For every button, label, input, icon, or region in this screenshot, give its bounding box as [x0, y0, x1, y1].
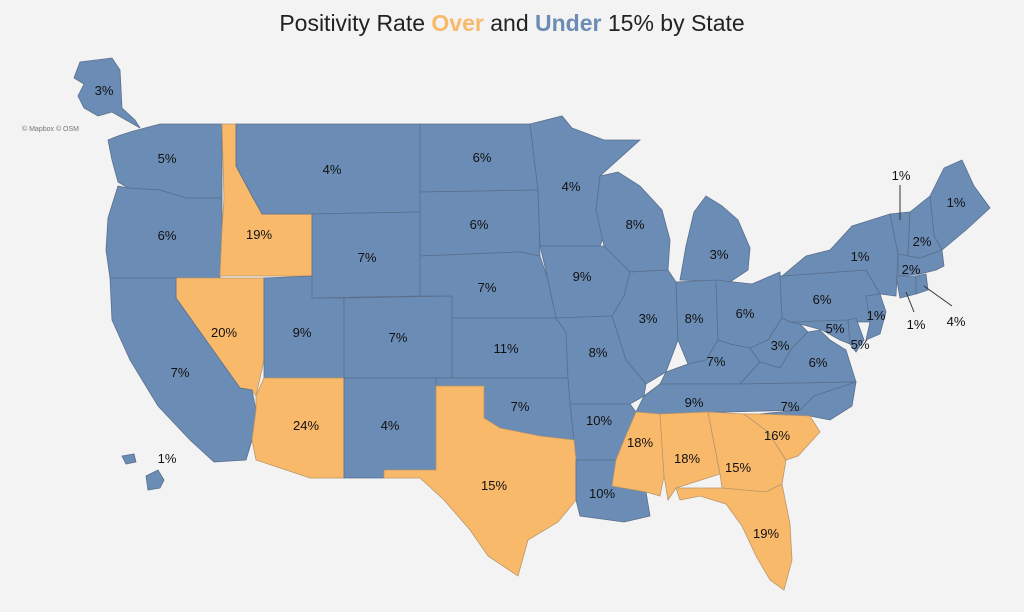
label-DE: 5% — [851, 337, 870, 352]
label-ID: 19% — [246, 227, 272, 242]
label-MO: 8% — [589, 345, 608, 360]
label-MN: 4% — [562, 179, 581, 194]
leader-lines — [899, 185, 953, 313]
label-OR: 6% — [158, 228, 177, 243]
state-HI[interactable] — [145, 469, 165, 491]
label-NY: 1% — [851, 249, 870, 264]
label-MA: 2% — [902, 262, 921, 277]
title-over: Over — [431, 10, 484, 36]
state-IL[interactable] — [611, 269, 679, 385]
label-LA: 10% — [589, 486, 615, 501]
label-MD: 5% — [826, 321, 845, 336]
label-WY: 7% — [358, 250, 377, 265]
state-TX[interactable] — [383, 385, 577, 577]
state-AK[interactable] — [73, 57, 141, 129]
label-NV: 20% — [211, 325, 237, 340]
label-ME: 1% — [947, 195, 966, 210]
label-AZ: 24% — [293, 418, 319, 433]
label-NH: 2% — [913, 234, 932, 249]
label-AR: 10% — [586, 413, 612, 428]
state-RI[interactable] — [915, 273, 929, 295]
label-OH: 6% — [736, 306, 755, 321]
title-under: Under — [535, 10, 602, 36]
label-TX: 15% — [481, 478, 507, 493]
title-prefix: Positivity Rate — [279, 10, 432, 36]
label-MI: 3% — [710, 247, 729, 262]
state-FL[interactable] — [675, 483, 793, 591]
label-KS: 11% — [493, 341, 518, 356]
state-CT[interactable] — [895, 275, 917, 299]
label-HI: 1% — [158, 451, 177, 466]
label-NC: 7% — [781, 399, 800, 414]
label-VA: 6% — [809, 355, 828, 370]
label-CA: 7% — [171, 365, 190, 380]
label-NM: 4% — [381, 418, 400, 433]
state-SC[interactable] — [742, 413, 821, 461]
state-DE[interactable] — [847, 317, 865, 353]
label-AK: 3% — [95, 83, 114, 98]
leader-CT — [905, 291, 915, 313]
label-IL: 3% — [639, 311, 658, 326]
label-WA: 5% — [158, 151, 177, 166]
label-CT: 1% — [907, 317, 926, 332]
state-CA[interactable] — [109, 277, 257, 463]
label-VT: 1% — [892, 168, 911, 183]
state-HI-island[interactable] — [121, 453, 137, 465]
label-SC: 16% — [764, 428, 790, 443]
label-MS: 18% — [627, 435, 653, 450]
label-IN: 8% — [685, 311, 704, 326]
label-WV: 3% — [771, 338, 790, 353]
label-WI: 8% — [626, 217, 645, 232]
label-CO: 7% — [389, 330, 408, 345]
label-PA: 6% — [813, 292, 832, 307]
label-AL: 18% — [674, 451, 700, 466]
state-value-labels: 3% 5% 6% 19% 4% 7% 6% 6% 4% 8% 3% 20% 9%… — [95, 83, 966, 541]
state-WI[interactable] — [595, 171, 671, 273]
title-suffix: 15% by State — [601, 10, 745, 36]
label-NJ: 1% — [867, 308, 886, 323]
title-middle: and — [483, 10, 536, 36]
state-MO[interactable] — [555, 315, 647, 405]
state-MS[interactable] — [611, 411, 665, 497]
label-UT: 9% — [293, 325, 312, 340]
label-GA: 15% — [725, 460, 751, 475]
label-FL: 19% — [753, 526, 779, 541]
label-ND: 6% — [473, 150, 492, 165]
label-IA: 9% — [573, 269, 592, 284]
label-RI: 4% — [947, 314, 966, 329]
state-VA[interactable] — [739, 329, 857, 385]
label-NE: 7% — [478, 280, 497, 295]
state-MI[interactable] — [679, 195, 751, 283]
state-NJ[interactable] — [865, 293, 887, 341]
label-MT: 4% — [323, 162, 342, 177]
map-attribution: © Mapbox © OSM — [22, 126, 79, 133]
label-KY: 7% — [707, 354, 726, 369]
leader-RI — [923, 285, 953, 307]
state-shapes — [73, 57, 991, 591]
state-MA[interactable] — [897, 249, 945, 277]
map-title: Positivity Rate Over and Under 15% by St… — [0, 10, 1024, 37]
label-SD: 6% — [470, 217, 489, 232]
label-TN: 9% — [685, 395, 704, 410]
label-OK: 7% — [511, 399, 530, 414]
